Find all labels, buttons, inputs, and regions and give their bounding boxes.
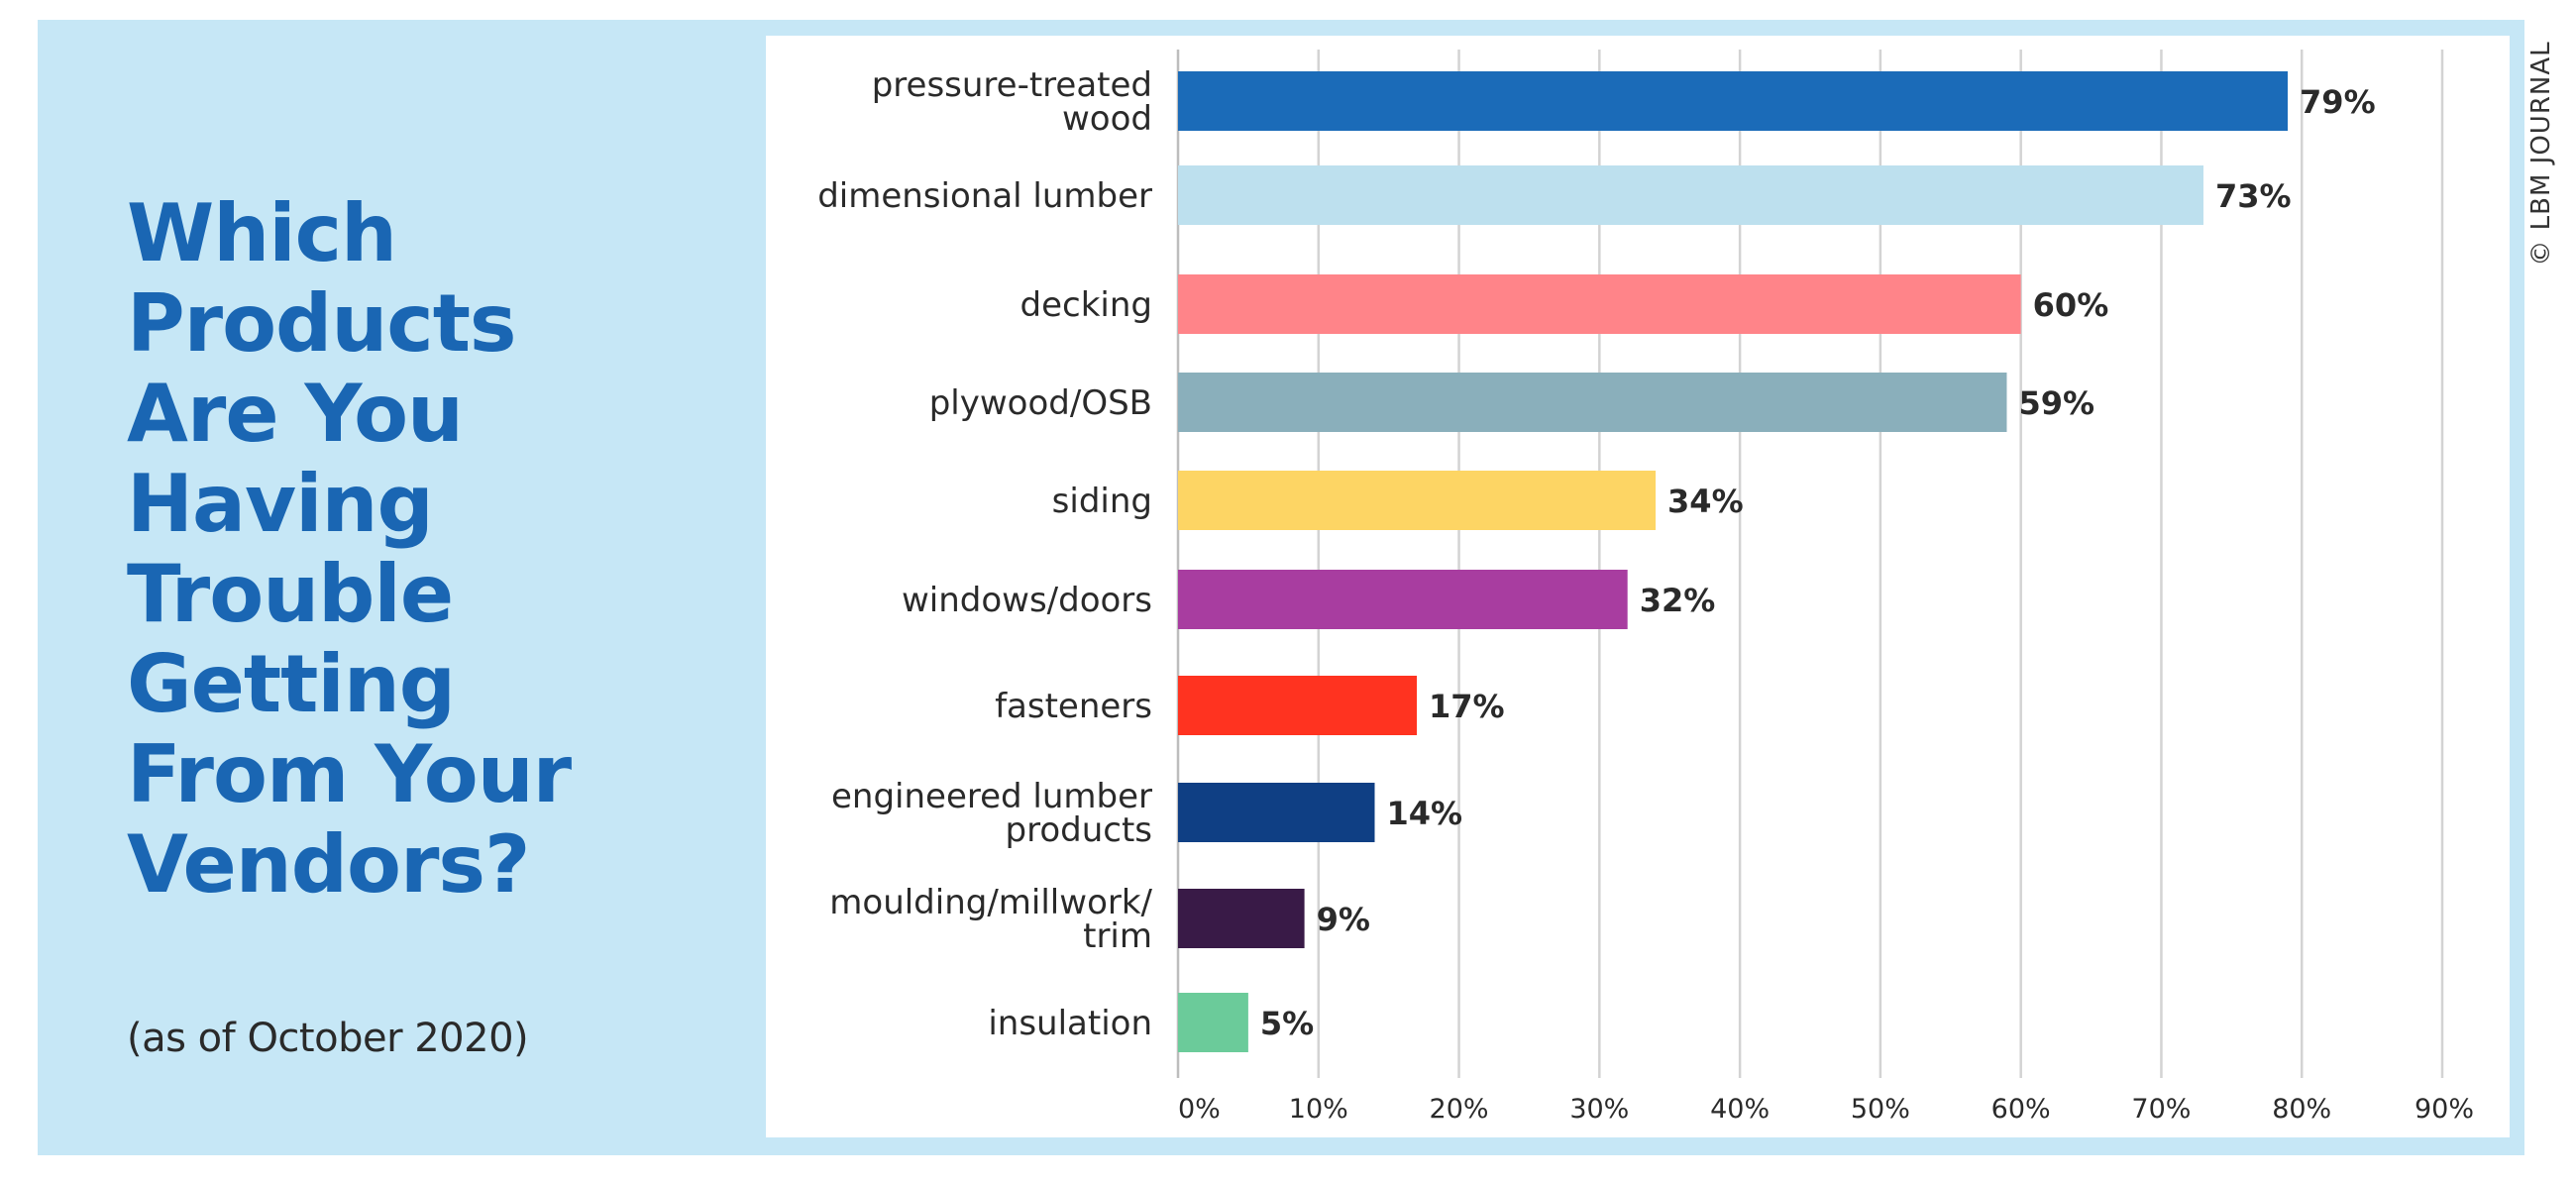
value-label: 73% (2215, 177, 2292, 215)
x-tick-label: 50% (1851, 1094, 1910, 1125)
x-tick-label: 60% (1991, 1094, 2051, 1125)
x-tick-label: 70% (2131, 1094, 2191, 1125)
category-label: windows/doors (902, 581, 1152, 620)
category-label: products (1006, 810, 1152, 850)
bar (1178, 274, 2021, 334)
value-label: 9% (1317, 901, 1370, 938)
bar (1178, 783, 1375, 842)
bar (1178, 570, 1628, 629)
x-tick-label: 30% (1569, 1094, 1629, 1125)
category-label: pressure-treated (872, 65, 1152, 105)
value-label: 14% (1386, 795, 1462, 832)
value-label: 32% (1640, 582, 1716, 619)
chart-subtitle: (as of October 2020) (127, 1016, 529, 1061)
category-label: wood (1062, 99, 1152, 139)
value-label: 5% (1260, 1005, 1314, 1042)
bar (1178, 889, 1305, 948)
x-tick-label: 10% (1289, 1094, 1348, 1125)
bar (1178, 165, 2203, 225)
x-tick-label: 20% (1430, 1094, 1489, 1125)
category-label: insulation (988, 1004, 1152, 1043)
chart-title: Which Products Are You Having Trouble Ge… (127, 187, 572, 911)
category-label: fasteners (995, 687, 1152, 726)
bar (1178, 676, 1418, 735)
value-label: 34% (1667, 483, 1744, 520)
category-label: decking (1020, 285, 1152, 325)
x-tick-label: 40% (1710, 1094, 1770, 1125)
bar (1178, 373, 2007, 432)
category-label: moulding/millwork/ (829, 883, 1152, 922)
category-label: trim (1083, 916, 1152, 956)
x-tick-label: 0% (1178, 1094, 1221, 1125)
value-label: 60% (2033, 286, 2109, 324)
value-label: 79% (2300, 83, 2376, 121)
category-label: dimensional lumber (817, 176, 1152, 216)
x-tick-label: 80% (2272, 1094, 2331, 1125)
bar (1178, 471, 1657, 530)
value-label: 59% (2018, 384, 2094, 422)
category-label: plywood/OSB (929, 383, 1152, 423)
category-label: engineered lumber (831, 777, 1152, 816)
value-label: 17% (1429, 688, 1505, 725)
bar (1178, 71, 2289, 131)
bar (1178, 993, 1248, 1052)
category-label: siding (1052, 482, 1152, 521)
x-tick-label: 90% (2415, 1094, 2474, 1125)
